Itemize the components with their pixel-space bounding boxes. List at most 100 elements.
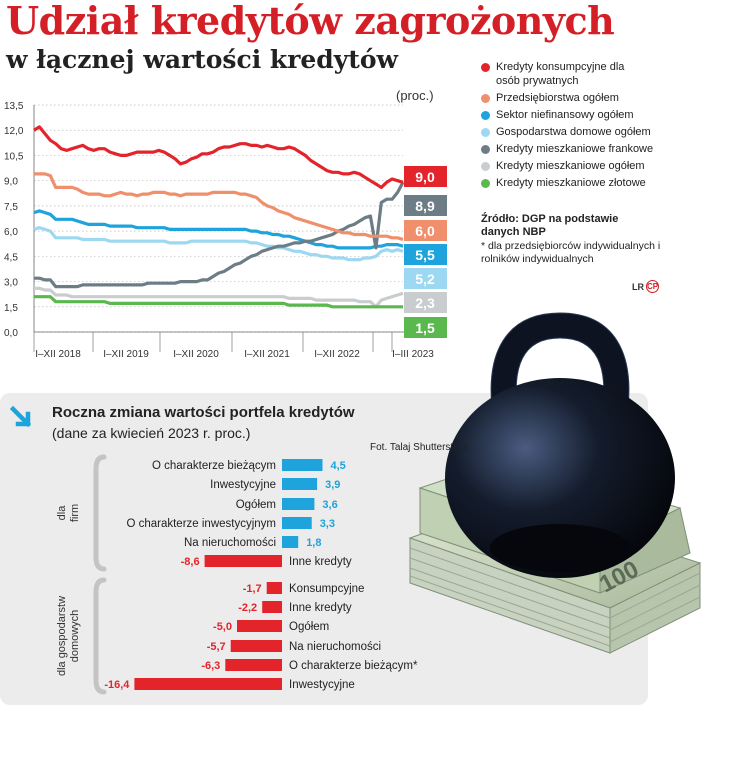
legend-swatch xyxy=(481,111,490,120)
end-value-badge xyxy=(404,195,447,216)
legend-item: Kredyty mieszkaniowe ogółem xyxy=(478,159,733,173)
kettlebell-money-illustration: 100 + xyxy=(408,312,702,654)
bar xyxy=(230,640,282,652)
x-tick-label: I–XII 2021 xyxy=(244,349,290,360)
bar-category-label: Ogółem xyxy=(236,499,276,511)
y-tick-label: 13,5 xyxy=(4,101,24,112)
end-value-badge xyxy=(404,268,447,289)
legend-swatch xyxy=(481,179,490,188)
bar-chart-subtitle: (dane za kwiecień 2023 r. proc.) xyxy=(52,425,251,441)
end-value-label: 5,2 xyxy=(415,271,435,287)
bar xyxy=(282,536,299,548)
chart-title: Udział kredytów zagrożonych xyxy=(6,0,615,43)
bar-value-label: -2,2 xyxy=(238,602,257,614)
end-value-label: 5,5 xyxy=(415,247,435,263)
legend-swatch xyxy=(481,128,490,137)
legend-swatch xyxy=(481,145,490,154)
bar xyxy=(262,601,282,613)
legend-item: Sektor niefinansowy ogółem xyxy=(478,108,733,122)
group-bracket xyxy=(93,577,107,695)
y-tick-label: 0,0 xyxy=(4,328,18,339)
series-line xyxy=(34,295,403,309)
bar xyxy=(237,620,282,632)
end-value-label: 2,3 xyxy=(415,295,435,311)
legend-item: Gospodarstwa domowe ogółem xyxy=(478,125,733,139)
bar-category-label: Inne kredyty xyxy=(289,602,352,614)
unit-label: (proc.) xyxy=(396,88,434,103)
bar xyxy=(282,478,318,490)
logo-text: LR xyxy=(632,281,644,292)
bar-category-label: Inne kredyty xyxy=(289,556,352,568)
bar-value-label: -5,7 xyxy=(207,641,226,653)
bar-value-label: -1,7 xyxy=(243,583,262,595)
end-value-label: 9,0 xyxy=(415,169,435,185)
legend-swatch xyxy=(481,94,490,103)
end-value-badge xyxy=(404,220,447,241)
logo-mark: CP xyxy=(646,280,659,293)
end-value-label: 8,9 xyxy=(415,198,435,214)
series-line xyxy=(34,172,404,242)
publisher-logo: LR CP xyxy=(632,280,659,293)
y-tick-label: 1,5 xyxy=(4,303,18,314)
series-line xyxy=(33,209,404,250)
bar xyxy=(282,517,312,529)
bar-value-label: 3,6 xyxy=(322,499,337,511)
end-value-label: 6,0 xyxy=(415,223,435,239)
bar-value-label: 4,5 xyxy=(331,460,346,472)
series-line xyxy=(34,286,404,309)
bar-category-label: Ogółem xyxy=(289,621,329,633)
y-tick-label: 7,5 xyxy=(4,202,18,213)
group-bracket xyxy=(93,454,107,572)
end-value-label: 1,5 xyxy=(415,320,435,336)
bar xyxy=(204,555,282,567)
chart-subtitle: w łącznej wartości kredytów xyxy=(6,45,399,74)
legend-label: Kredyty mieszkaniowe złotowe xyxy=(496,177,646,189)
bar-value-label: -5,0 xyxy=(213,621,232,633)
x-tick-label: I–III 2023 xyxy=(392,349,434,360)
bar-category-label: Konsumpcyjne xyxy=(289,583,364,595)
legend-label: Kredyty konsumpcyjne dla osób prywatnych xyxy=(496,61,625,87)
legend-item: Przedsiębiorstwa ogółem xyxy=(478,91,733,105)
bar-category-label: O charakterze bieżącym* xyxy=(289,660,418,672)
bar xyxy=(225,659,282,671)
legend-label: Kredyty mieszkaniowe frankowe xyxy=(496,143,654,155)
kettlebell xyxy=(445,312,675,578)
y-tick-label: 3,0 xyxy=(4,278,18,289)
series-line xyxy=(34,181,405,289)
bar xyxy=(282,498,315,510)
series-line xyxy=(33,125,404,190)
legend-item: Kredyty mieszkaniowe złotowe xyxy=(478,176,733,190)
group-label: dlafirm xyxy=(56,504,81,522)
end-value-badge xyxy=(404,166,447,187)
bar-chart: 4,5 O charakterze bieżącym 3,9 Inwestycyjne… xyxy=(56,454,418,695)
y-tick-label: 12,0 xyxy=(4,126,24,137)
y-tick-label: 6,0 xyxy=(4,227,18,238)
group-label: dla gospodarstwdomowych xyxy=(56,596,81,676)
legend-item: Kredyty konsumpcyjne dla osób prywatnych xyxy=(478,60,733,88)
source-note: Źródło: DGP na podstawie danych NBP xyxy=(481,213,619,238)
line-chart: 13,5 12,0 10,5 9,0 7,5 6,0 4,5 3,0 1,5 0,0 I–XII 2… xyxy=(4,101,447,360)
bar-value-label: 3,3 xyxy=(320,518,335,530)
end-value-badge xyxy=(404,317,447,338)
photo-credit: Fot. Talaj Shutterstock xyxy=(370,442,469,453)
y-tick-label: 9,0 xyxy=(4,177,18,188)
arrow-down-right-icon xyxy=(10,406,32,428)
bar xyxy=(134,678,282,690)
x-tick-label: I–XII 2020 xyxy=(173,349,219,360)
bar xyxy=(282,459,323,471)
bar-value-label: 1,8 xyxy=(306,537,321,549)
legend: Kredyty konsumpcyjne dla osób prywatnych… xyxy=(478,60,733,193)
legend-item: Kredyty mieszkaniowe frankowe xyxy=(478,142,733,156)
bar-category-label: Inwestycyjne xyxy=(289,679,355,691)
bar-value-label: -8,6 xyxy=(181,556,200,568)
bar xyxy=(266,582,282,594)
bar-value-label: -6,3 xyxy=(201,660,220,672)
end-value-badge xyxy=(404,292,447,313)
bar-category-label: Inwestycyjne xyxy=(210,479,276,491)
end-value-badge xyxy=(404,244,447,265)
bar-chart-title: Roczna zmiana wartości portfela kredytów xyxy=(52,404,355,421)
legend-swatch xyxy=(481,63,490,72)
bar-value-label: 3,9 xyxy=(325,479,340,491)
bar-category-label: Na nieruchomości xyxy=(184,537,276,549)
y-tick-label: 10,5 xyxy=(4,151,24,162)
